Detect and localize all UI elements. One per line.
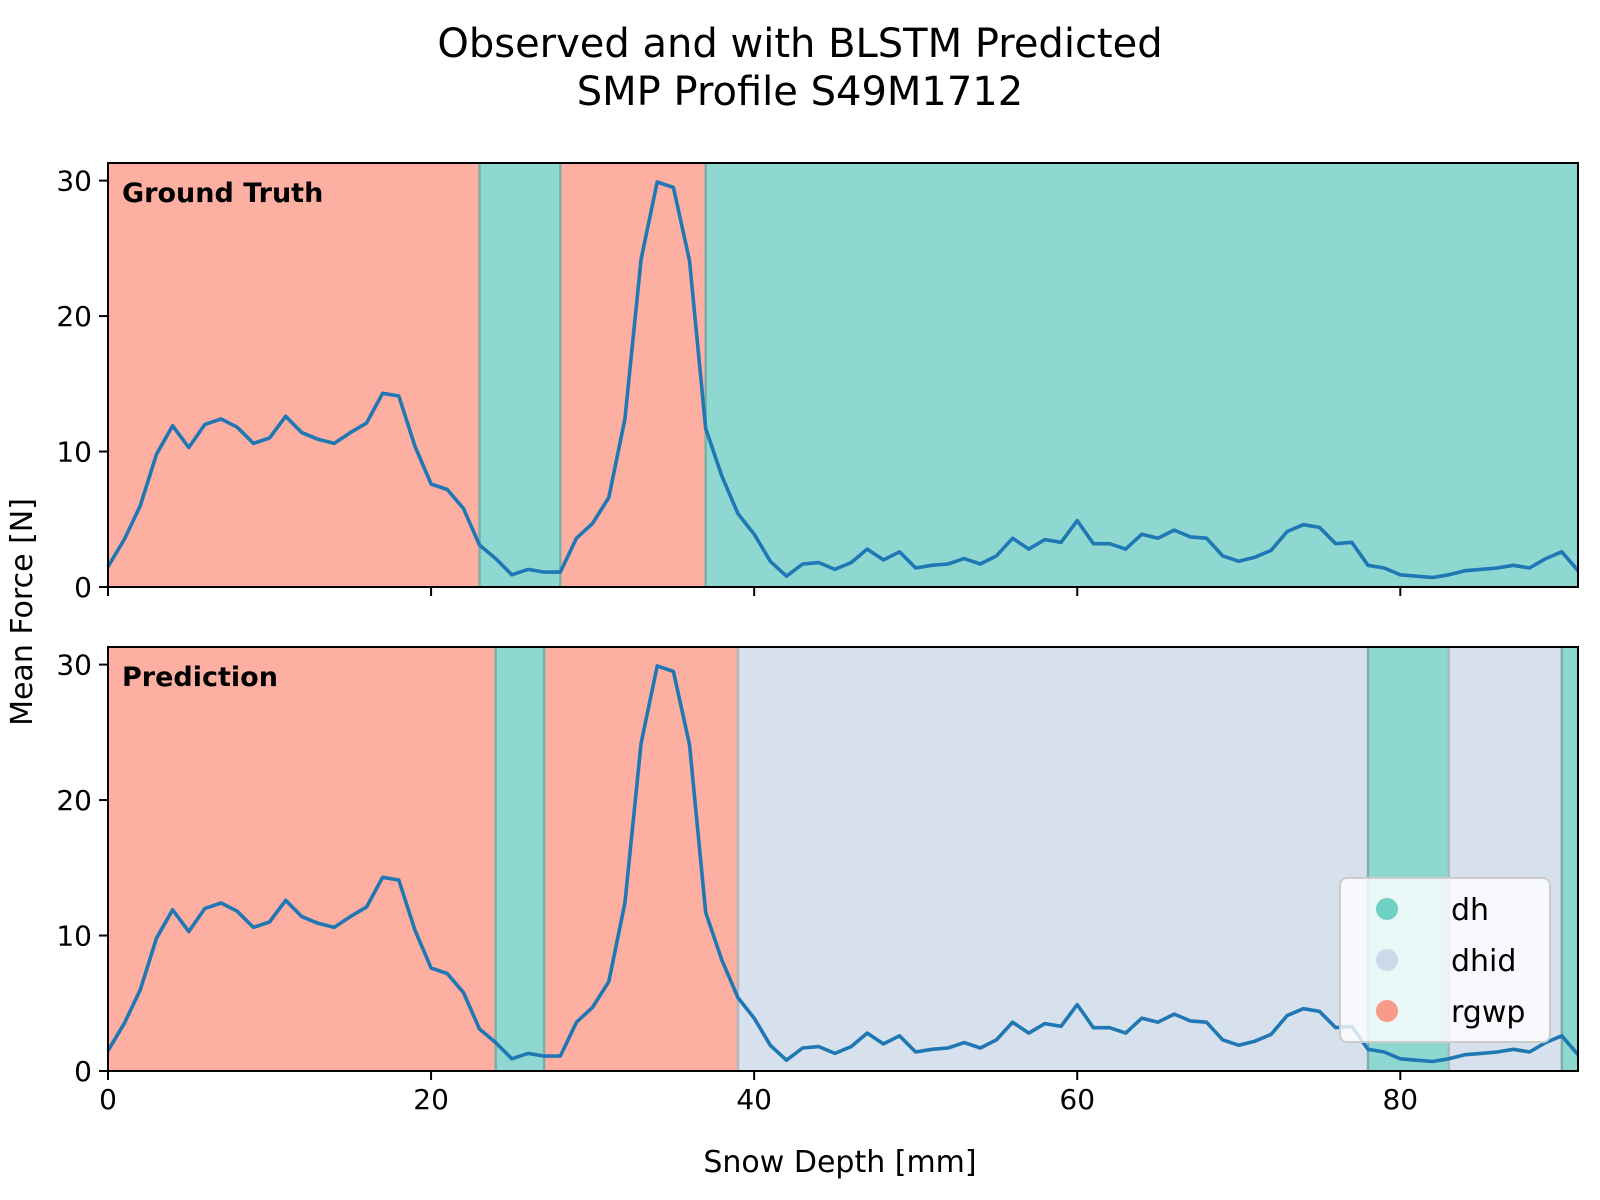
x-tick-label: 0 (99, 1083, 117, 1116)
prediction-segment-rgwp (108, 647, 496, 1071)
legend-marker-dh (1376, 898, 1398, 920)
x-tick-label: 80 (1382, 1083, 1418, 1116)
prediction-panel-label: Prediction (122, 662, 278, 693)
x-tick-label: 40 (736, 1083, 772, 1116)
ground-truth-y-tick-label: 0 (74, 571, 92, 604)
ground-truth-segment-dh (479, 163, 561, 587)
prediction-axes-frame (107, 646, 1579, 1072)
ground-truth-segment-dh (705, 163, 1578, 587)
ground-truth-y-tick-label: 10 (56, 436, 92, 469)
legend-label-dhid: dhid (1451, 944, 1516, 979)
legend: dh dhid rgwp (1339, 877, 1551, 1043)
legend-marker-dhid (1376, 949, 1398, 971)
y-axis-label: Mean Force [N] (5, 498, 40, 726)
legend-label-dh: dh (1451, 893, 1489, 928)
ground-truth-axes-frame (107, 162, 1579, 588)
prediction-segment-dhid (738, 647, 1368, 1071)
x-tick-label: 20 (413, 1083, 449, 1116)
prediction-y-tick-label: 30 (56, 649, 92, 682)
prediction-segment-dh (495, 647, 545, 1071)
ground-truth-panel: 0 10 20 30 Ground Truth (56, 162, 1580, 604)
chart-title-line2: SMP Profile S49M1712 (577, 69, 1023, 115)
prediction-y-tick-label: 0 (74, 1055, 92, 1088)
ground-truth-y-tick-label: 20 (56, 300, 92, 333)
prediction-segment-dh (1561, 647, 1578, 1071)
ground-truth-segment-rgwp (108, 163, 480, 587)
prediction-force-line (106, 664, 1580, 1064)
legend-box (1339, 877, 1551, 1043)
prediction-segment-rgwp (544, 647, 738, 1071)
ground-truth-y-tick-label: 30 (56, 165, 92, 198)
prediction-y-tick-label: 10 (56, 920, 92, 953)
legend-label-rgwp: rgwp (1451, 995, 1525, 1030)
legend-marker-rgwp (1376, 1000, 1398, 1022)
x-axis-label: Snow Depth [mm] (703, 1145, 976, 1180)
chart-title-line1: Observed and with BLSTM Predicted (437, 21, 1162, 67)
prediction-y-tick-label: 20 (56, 784, 92, 817)
prediction-panel: 0 10 20 30 0 20 40 60 80 Prediction (56, 646, 1580, 1116)
x-tick-label: 60 (1059, 1083, 1095, 1116)
ground-truth-force-line (106, 180, 1580, 580)
ground-truth-panel-label: Ground Truth (122, 178, 323, 209)
ground-truth-segment-rgwp (560, 163, 706, 587)
